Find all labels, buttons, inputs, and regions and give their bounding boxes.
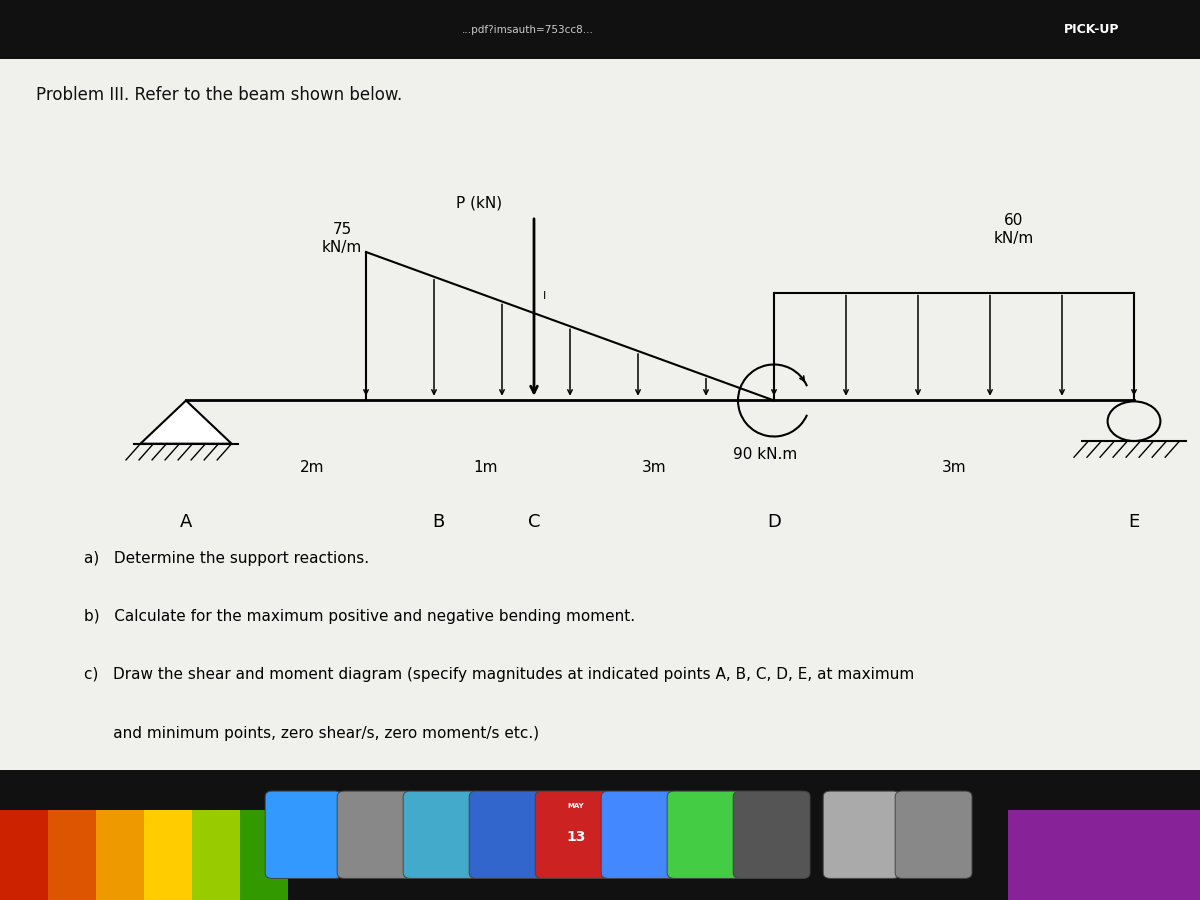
Bar: [0, 58, 1200, 770]
Text: PICK-UP: PICK-UP: [1064, 23, 1120, 36]
FancyBboxPatch shape: [823, 791, 900, 878]
Polygon shape: [140, 400, 232, 444]
Text: 3m: 3m: [942, 461, 966, 475]
Text: and minimum points, zero shear/s, zero moment/s etc.): and minimum points, zero shear/s, zero m…: [84, 726, 539, 741]
Bar: [0, 770, 1200, 900]
Text: 2m: 2m: [300, 461, 324, 475]
Text: 60
kN/m: 60 kN/m: [994, 213, 1034, 246]
Bar: [144, 810, 192, 900]
FancyBboxPatch shape: [535, 791, 612, 878]
Text: b)   Calculate for the maximum positive and negative bending moment.: b) Calculate for the maximum positive an…: [84, 609, 635, 624]
Text: 90 kN.m: 90 kN.m: [733, 447, 798, 462]
Text: Problem III. Refer to the beam shown below.: Problem III. Refer to the beam shown bel…: [36, 86, 402, 104]
Text: A: A: [180, 513, 192, 531]
Text: 13: 13: [566, 830, 586, 844]
Text: 1m: 1m: [474, 461, 498, 475]
FancyBboxPatch shape: [895, 791, 972, 878]
Bar: [96, 810, 144, 900]
FancyBboxPatch shape: [667, 791, 744, 878]
Text: D: D: [767, 513, 781, 531]
FancyBboxPatch shape: [337, 791, 414, 878]
FancyBboxPatch shape: [403, 791, 480, 878]
Text: C: C: [528, 513, 540, 531]
Bar: [240, 810, 288, 900]
Text: a)   Determine the support reactions.: a) Determine the support reactions.: [84, 551, 370, 565]
Text: E: E: [1128, 513, 1140, 531]
Bar: [0, 810, 48, 900]
Text: I: I: [542, 292, 546, 302]
FancyBboxPatch shape: [733, 791, 810, 878]
Text: c)   Draw the shear and moment diagram (specify magnitudes at indicated points A: c) Draw the shear and moment diagram (sp…: [84, 668, 914, 682]
FancyBboxPatch shape: [469, 791, 546, 878]
Text: 3m: 3m: [642, 461, 666, 475]
Text: MAY: MAY: [568, 803, 584, 808]
Text: 75
kN/m: 75 kN/m: [322, 222, 362, 255]
Text: ...pdf?imsauth=753cc8...: ...pdf?imsauth=753cc8...: [462, 24, 594, 35]
FancyBboxPatch shape: [601, 791, 678, 878]
Text: P (kN): P (kN): [456, 195, 502, 210]
Bar: [1008, 810, 1200, 900]
Bar: [0, 0, 1200, 58]
Bar: [48, 810, 96, 900]
Bar: [192, 810, 240, 900]
FancyBboxPatch shape: [265, 791, 342, 878]
Text: B: B: [432, 513, 444, 531]
